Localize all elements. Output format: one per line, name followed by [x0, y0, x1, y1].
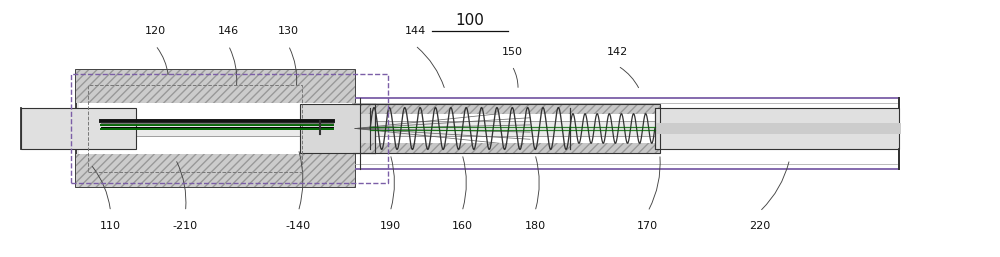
- Text: 190: 190: [380, 221, 401, 231]
- Bar: [21, 121, 897, 136]
- Text: 142: 142: [607, 47, 628, 57]
- Bar: [79, 103, 352, 154]
- Bar: [360, 143, 660, 153]
- Text: 180: 180: [524, 221, 546, 231]
- Text: 120: 120: [145, 26, 166, 36]
- Text: 100: 100: [456, 13, 484, 29]
- Bar: [360, 104, 660, 114]
- Bar: [88, 85, 302, 172]
- Bar: [76, 70, 355, 103]
- Text: 170: 170: [637, 221, 658, 231]
- Text: -140: -140: [286, 221, 311, 231]
- Text: 110: 110: [100, 221, 121, 231]
- Bar: [300, 104, 375, 153]
- Text: 146: 146: [218, 26, 239, 36]
- Text: -210: -210: [173, 221, 198, 231]
- Text: 150: 150: [501, 47, 522, 57]
- Bar: [76, 70, 355, 187]
- Bar: [360, 104, 660, 153]
- Bar: [655, 123, 901, 134]
- Bar: [655, 108, 899, 149]
- Bar: [71, 74, 388, 183]
- Text: 160: 160: [452, 221, 473, 231]
- Bar: [21, 108, 136, 149]
- Text: 130: 130: [278, 26, 299, 36]
- Text: 220: 220: [749, 221, 770, 231]
- Bar: [76, 154, 355, 187]
- Text: 144: 144: [404, 26, 426, 36]
